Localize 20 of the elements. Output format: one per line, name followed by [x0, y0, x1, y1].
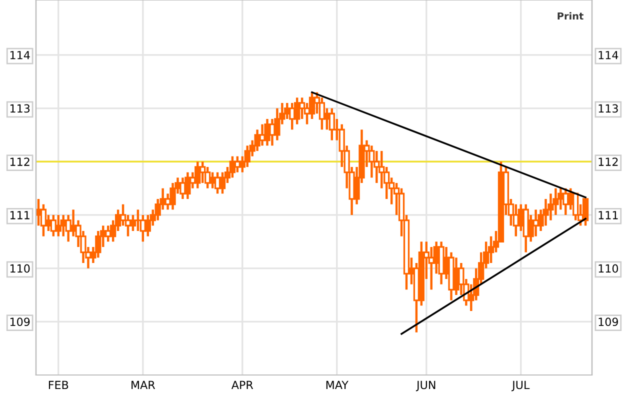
y2-tick-label: 110 — [598, 264, 618, 273]
x-tick-label: FEB — [48, 380, 68, 389]
y-tick-label: 110 — [10, 264, 30, 273]
x-tick-label: APR — [231, 380, 254, 389]
x-tick-label: MAR — [132, 380, 156, 389]
y-tick-label: 112 — [10, 158, 30, 166]
candlestick — [40, 203, 47, 238]
y-tick-label: 113 — [10, 104, 30, 113]
y2-tick-label: 112 — [598, 158, 618, 166]
y2-tick-label: 111 — [598, 211, 618, 220]
y-tick-label: 111 — [10, 211, 30, 220]
annotation: Print — [558, 12, 584, 20]
y2-tick-label: 114 — [598, 51, 618, 60]
y-tick-label: 114 — [10, 51, 30, 60]
x-tick-label: JUN — [416, 380, 436, 392]
y-tick-label: 109 — [10, 318, 30, 326]
y2-tick-label: 109 — [598, 318, 618, 326]
x-tick-label: MAY — [326, 380, 348, 389]
y2-tick-label: 113 — [598, 104, 618, 113]
x-tick-label: JUL — [512, 380, 530, 392]
